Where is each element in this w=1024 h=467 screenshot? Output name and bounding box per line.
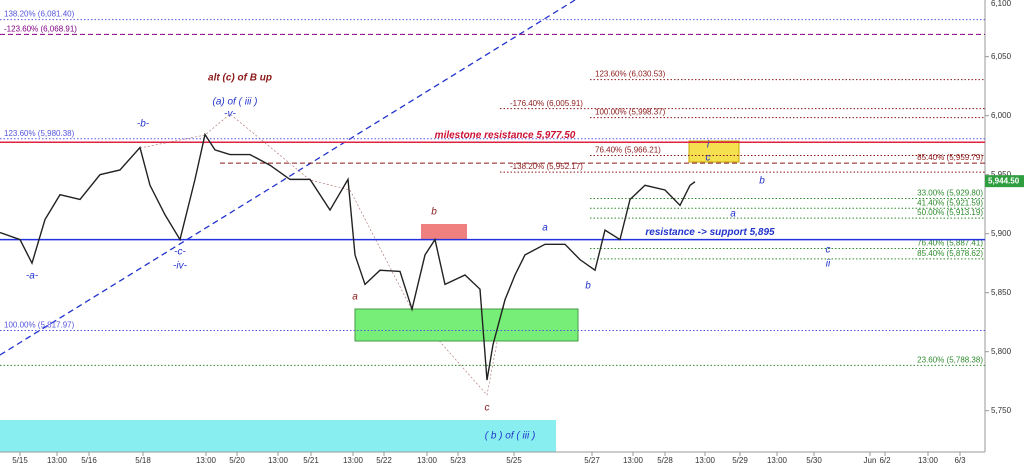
x-tick-label: 5/16 [81, 456, 97, 465]
y-tick-label: 6,050 [991, 52, 1012, 61]
x-tick-label: 13:00 [918, 456, 939, 465]
annotation: a [542, 223, 548, 234]
fib-level-label: 100.00% (5,817.97) [4, 321, 75, 330]
x-tick-label: 13:00 [417, 456, 438, 465]
annotation: -iv- [173, 261, 188, 272]
fib-level-label: 85.40% (5,878.62) [917, 249, 983, 258]
annotation: a [352, 292, 358, 303]
x-tick-label: 5/30 [806, 456, 822, 465]
x-tick-label: 13:00 [623, 456, 644, 465]
annotation: c [485, 403, 490, 414]
y-tick-label: 5,750 [991, 406, 1012, 415]
annotation: (a) of ( iii ) [213, 97, 258, 108]
x-tick-label: 13:00 [695, 456, 716, 465]
last-price-label: 5,944.50 [988, 176, 1020, 185]
annotation: b [759, 176, 765, 187]
fib-level-label: 76.40% (5,966.21) [595, 146, 661, 155]
x-tick-label: 5/23 [450, 456, 466, 465]
annotation: c [826, 245, 831, 256]
x-tick-label: 13:00 [196, 456, 217, 465]
x-tick-label: 13:00 [268, 456, 289, 465]
fib-level-label: 123.60% (5,980.38) [4, 129, 75, 138]
x-tick-label: 13:00 [343, 456, 364, 465]
x-tick-label: 5/22 [376, 456, 392, 465]
annotation: a [730, 209, 736, 220]
x-tick-label: 6/2 [879, 456, 891, 465]
key-level-label: milestone resistance 5,977.50 [435, 130, 576, 141]
annotation: b [431, 207, 437, 218]
annotation: i [707, 140, 710, 151]
x-tick-label: 5/25 [506, 456, 522, 465]
annotation: b [585, 281, 591, 292]
x-tick-label: 5/15 [12, 456, 28, 465]
x-tick-label: 5/28 [657, 456, 673, 465]
x-tick-label: Jun [864, 456, 877, 465]
y-tick-label: 5,900 [991, 229, 1012, 238]
y-tick-label: 5,850 [991, 288, 1012, 297]
x-tick-label: 5/18 [135, 456, 151, 465]
x-tick-label: 13:00 [47, 456, 68, 465]
annotation: ( b ) of ( iii ) [485, 431, 536, 442]
fib-level-label: -138.20% (5,952.17) [510, 162, 583, 171]
fib-level-label: 33.00% (5,929.80) [917, 189, 983, 198]
annotation: -v- [224, 109, 236, 120]
target-box [688, 140, 740, 163]
fib-level-label: 123.60% (6,030.53) [595, 70, 666, 79]
fib-level-label: 41.40% (5,921.59) [917, 198, 983, 207]
target-box [421, 224, 467, 240]
x-tick-label: 5/21 [303, 456, 319, 465]
annotation: alt (c) of B up [208, 73, 272, 84]
target-box [354, 308, 579, 342]
annotation: -c- [174, 247, 186, 258]
wave-guide [139, 113, 506, 396]
fib-level-label: -123.60% (6,068.91) [4, 24, 77, 33]
x-tick-label: 13:00 [767, 456, 788, 465]
trend-line [0, 0, 576, 356]
fib-level-label: 50.00% (5,913.19) [917, 208, 983, 217]
fib-level-label: -176.40% (6,005.91) [510, 99, 583, 108]
fib-level-label: 138.20% (6,081.40) [4, 10, 75, 19]
y-tick-label: 5,950 [991, 170, 1012, 179]
annotation: ii [826, 259, 831, 270]
annotation: c [706, 153, 711, 164]
key-level-label: resistance -> support 5,895 [645, 227, 775, 238]
y-tick-label: 6,000 [991, 111, 1012, 120]
y-tick-label: 5,800 [991, 347, 1012, 356]
fib-level-label: 85.40% (5,959.79) [917, 153, 983, 162]
x-tick-label: 5/29 [732, 456, 748, 465]
x-tick-label: 5/20 [229, 456, 245, 465]
target-box [0, 420, 556, 452]
annotation: -b- [137, 119, 150, 130]
fib-level-label: 100.00% (5,998.37) [595, 108, 666, 117]
last-price-tag [985, 175, 1024, 188]
fib-level-label: 76.40% (5,887.41) [917, 239, 983, 248]
x-tick-label: 6/3 [954, 456, 966, 465]
x-tick-label: 5/27 [584, 456, 600, 465]
price-line [0, 132, 696, 381]
y-tick-label: 6,100 [991, 0, 1012, 8]
fib-level-label: 23.60% (5,788.38) [917, 356, 983, 365]
annotation: -a- [26, 271, 39, 282]
